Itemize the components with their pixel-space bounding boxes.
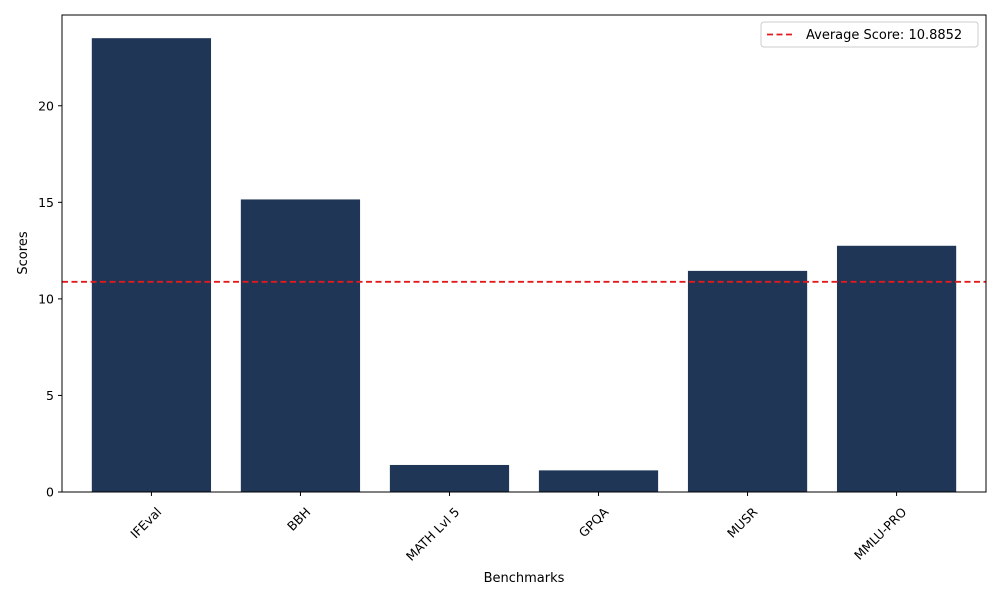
bar-group: [91, 38, 957, 493]
x-axis-label: Benchmarks: [484, 571, 565, 586]
legend: Average Score: 10.8852: [760, 21, 979, 48]
legend-label: Average Score: 10.8852: [806, 28, 962, 43]
bar-bbh: [240, 199, 361, 492]
bar-gpqa: [538, 470, 659, 492]
bar-musr: [687, 270, 808, 492]
bar-ifeval: [91, 38, 212, 493]
bar-math-lvl-5: [389, 464, 510, 492]
y-tick-label: 20: [38, 98, 54, 113]
y-tick-label: 5: [46, 388, 54, 403]
plot-area-frame: [61, 14, 987, 493]
y-tick-label: 0: [46, 485, 54, 500]
legend-box: [760, 21, 979, 48]
y-axis-label: Scores: [16, 231, 31, 274]
bar-mmlu-pro: [836, 245, 957, 492]
y-tick-label: 10: [38, 291, 54, 306]
y-axis-ticks: 0 5 10 15 20: [38, 98, 62, 500]
y-tick-label: 15: [38, 195, 54, 210]
